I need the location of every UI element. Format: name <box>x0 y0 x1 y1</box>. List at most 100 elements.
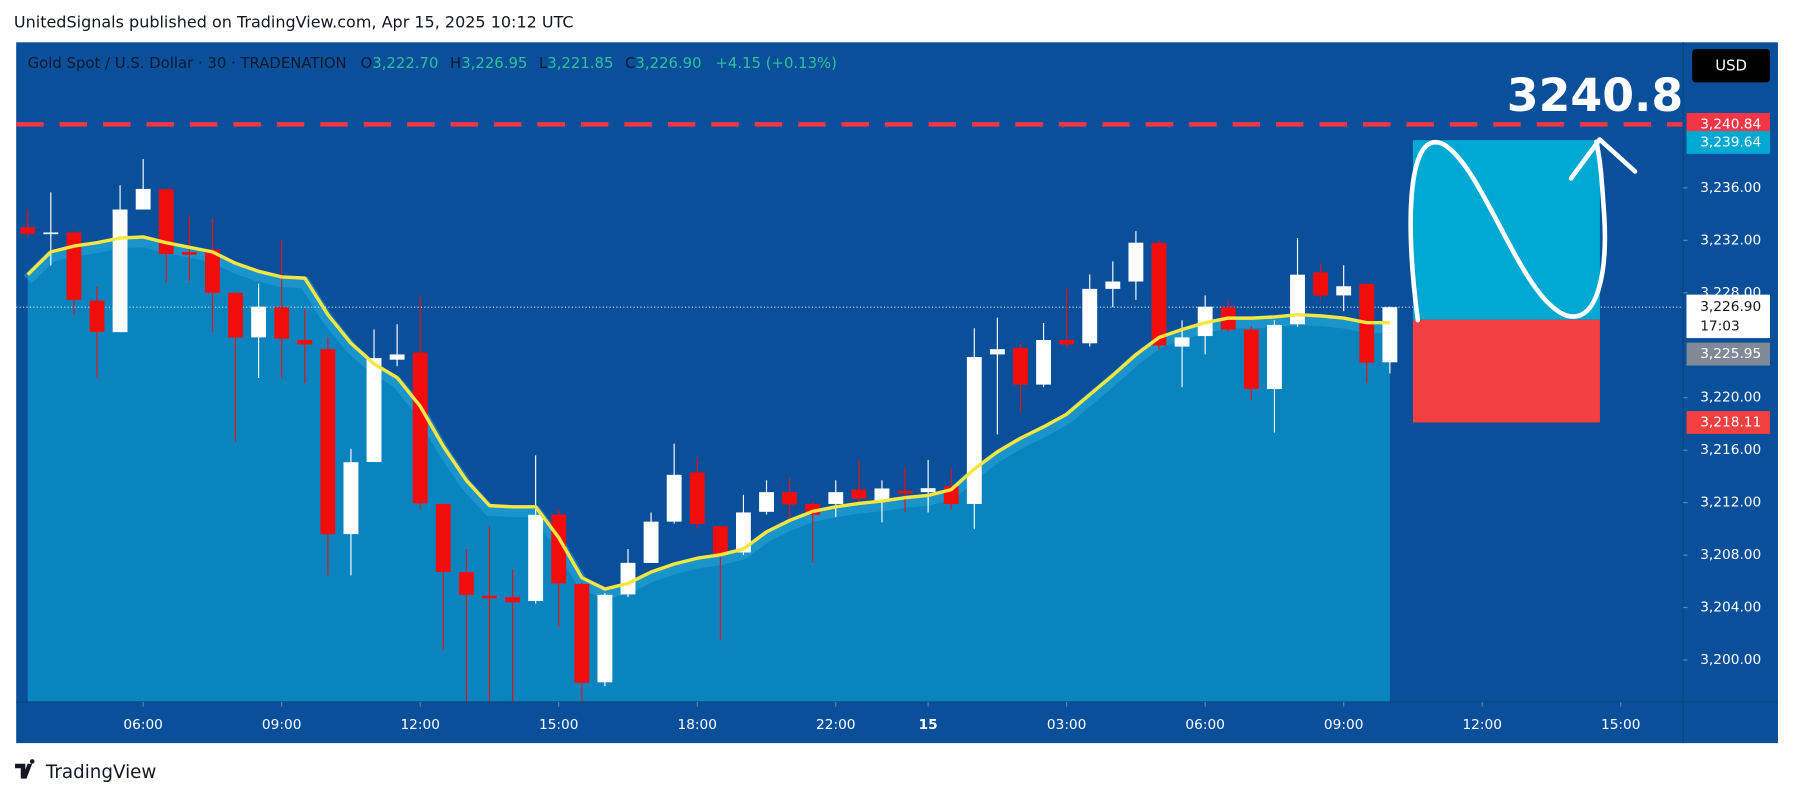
candle-body <box>805 503 821 515</box>
candle-body <box>920 488 936 493</box>
candle-body <box>689 472 705 525</box>
legend: Gold Spot / U.S. Dollar · 30 · TRADENATI… <box>28 54 837 72</box>
ohlc-key: C <box>625 54 635 72</box>
y-tick-label: 3,204.00 <box>1700 600 1761 616</box>
candle-body <box>759 492 774 512</box>
candle-body <box>389 354 405 360</box>
candle-body <box>1036 340 1051 385</box>
stop-zone <box>1412 319 1600 423</box>
candle-body <box>1266 324 1282 390</box>
candle-body <box>1082 288 1098 344</box>
candle-body <box>320 349 336 535</box>
candle-body <box>20 227 36 234</box>
candle-body <box>1336 286 1352 296</box>
axes: 3,200.00 3,204.00 3,208.00 3,212.00 3,216.00… <box>16 42 1778 744</box>
ohlc-key: H <box>450 54 461 72</box>
candle-body <box>1290 274 1305 325</box>
candle-body <box>89 300 105 332</box>
ma-area <box>27 236 1390 702</box>
candle-body <box>1105 281 1121 289</box>
drawn-curve <box>1408 137 1638 323</box>
candle-body <box>343 462 359 535</box>
candle-body <box>112 209 128 333</box>
candle-body <box>897 490 913 494</box>
x-tick-label: 09:00 <box>262 717 302 733</box>
candle-body <box>1243 329 1259 390</box>
candle-body <box>1151 242 1167 346</box>
candle-body <box>505 597 520 603</box>
candle-body <box>828 492 844 504</box>
x-tick-label: 06:00 <box>1185 717 1225 733</box>
publish-header: UnitedSignals published on TradingView.c… <box>14 12 574 31</box>
x-tick-label: 18:00 <box>678 717 718 733</box>
symbol-title: Gold Spot / U.S. Dollar · 30 · TRADENATI… <box>28 54 347 72</box>
candle-body <box>851 489 867 499</box>
y-tick-label: 3,216.00 <box>1700 442 1761 458</box>
candle-body <box>458 572 474 595</box>
candle-body <box>1128 242 1144 282</box>
target-label: 3,239.64 <box>1700 134 1761 150</box>
ohlc-value: 3,222.70 <box>372 54 438 72</box>
x-tick-label: 12:00 <box>400 717 440 733</box>
candle-body <box>1059 340 1075 345</box>
annotation-text: 3240.8 <box>1507 69 1683 122</box>
current-label: 3,226.90 <box>1700 299 1761 315</box>
ohlc-key: O <box>361 54 373 72</box>
candle-body <box>528 514 544 601</box>
x-tick-label: 03:00 <box>1047 717 1087 733</box>
candle-body <box>435 503 451 572</box>
footer-brand: TradingView <box>45 762 157 783</box>
candle-body <box>782 492 798 505</box>
ohlc-value: 3,226.95 <box>461 54 527 72</box>
stop-label-bg <box>1686 411 1770 434</box>
ohlc-value: 3,221.85 <box>547 54 613 72</box>
candle-body <box>666 474 682 522</box>
candle-body <box>735 512 751 553</box>
footer-logo <box>15 759 35 779</box>
candle-body <box>412 352 428 504</box>
candle-body <box>204 249 220 293</box>
resistance-label-bg <box>1686 112 1770 136</box>
x-tick-label: 09:00 <box>1324 717 1364 733</box>
y-tick-label: 3,208.00 <box>1700 547 1761 563</box>
entry-label: 3,225.95 <box>1700 346 1761 362</box>
target-label-bg <box>1686 130 1770 154</box>
candle-body <box>135 188 151 210</box>
candle-body <box>966 357 982 504</box>
x-tick-label: 15:00 <box>1601 717 1641 733</box>
x-tick-label: 15 <box>919 717 938 733</box>
candle-body <box>1013 347 1028 385</box>
y-tick-label: 3,200.00 <box>1700 652 1761 668</box>
plot-area <box>16 122 1684 702</box>
x-tick-label: 06:00 <box>123 717 163 733</box>
y-tick-label: 3,212.00 <box>1700 495 1761 511</box>
stop-label: 3,218.11 <box>1700 414 1761 430</box>
resistance-label: 3,240.84 <box>1700 116 1761 132</box>
candle-body <box>1313 272 1329 296</box>
currency-button[interactable] <box>1692 49 1770 83</box>
currency-label[interactable]: USD <box>1715 56 1747 74</box>
price-change: +4.15 (+0.13%) <box>715 54 837 72</box>
candle-body <box>297 340 313 345</box>
candle-body <box>620 562 636 595</box>
candle-body <box>1382 307 1398 363</box>
target-zone <box>1412 140 1600 320</box>
logo-mark <box>15 759 35 779</box>
entry-label-bg <box>1686 342 1770 366</box>
ma-line <box>26 235 1390 591</box>
x-tick-label: 15:00 <box>539 717 579 733</box>
candle-body <box>66 232 82 300</box>
y-tick-label: 3,236.00 <box>1700 180 1761 196</box>
countdown-label: 17:03 <box>1700 319 1740 335</box>
candle-body <box>181 252 197 255</box>
candle-body <box>643 521 659 563</box>
ohlc-value: 3,226.90 <box>635 54 701 72</box>
candle-body <box>874 488 890 501</box>
candle-body <box>228 292 243 338</box>
x-tick-label: 12:00 <box>1462 717 1502 733</box>
candle-body <box>158 189 174 255</box>
x-tick-label: 22:00 <box>816 717 855 733</box>
candle-body <box>989 349 1005 355</box>
